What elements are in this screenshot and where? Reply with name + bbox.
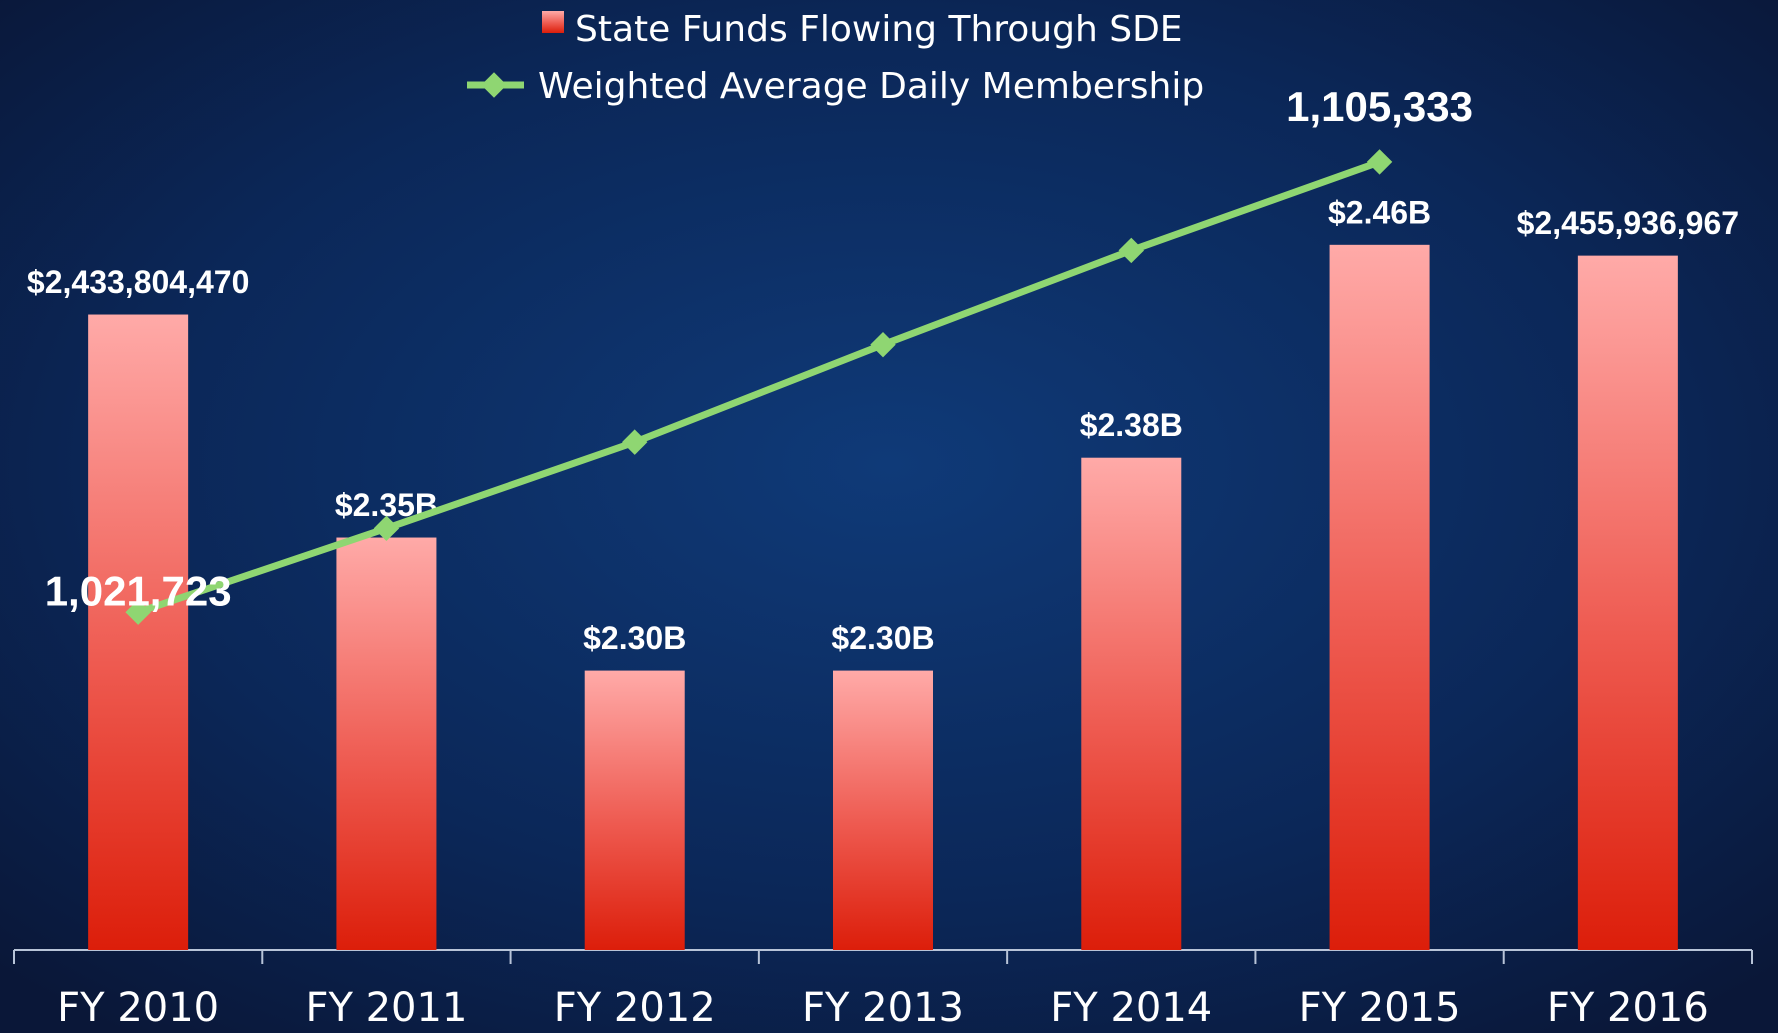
bar-value-label: $2,433,804,470 [27,264,249,300]
line-value-label: 1,105,333 [1286,83,1473,130]
line-marker [125,599,151,625]
legend-marker [481,72,507,98]
x-tick-label: FY 2010 [57,985,219,1031]
x-tick-label: FY 2011 [305,985,467,1031]
legend-label: Weighted Average Daily Membership [538,66,1204,107]
bar-value-label: $2.46B [1328,194,1431,230]
x-tick-label: FY 2014 [1050,985,1212,1031]
legend-label: State Funds Flowing Through SDE [575,9,1183,50]
line-value-label: 1,021,723 [45,567,232,614]
line-marker [870,331,896,358]
legend-swatch [542,11,564,33]
x-tick-label: FY 2012 [554,985,716,1031]
line [137,158,1381,616]
bar [88,314,189,951]
bar [833,670,933,950]
x-tick-label: FY 2016 [1547,985,1709,1031]
x-tick-label: FY 2013 [802,985,964,1031]
bar-value-label: $2,455,936,967 [1517,205,1739,241]
bar [1329,244,1430,950]
bar-value-label: $2.30B [583,620,686,656]
bar-value-label: $2.30B [831,620,934,656]
line-marker [373,515,400,542]
bar [336,537,437,950]
x-tick-label: FY 2015 [1299,985,1461,1031]
bar [584,670,685,950]
line-marker [621,429,648,455]
bar-value-label: $2.38B [1080,407,1183,443]
bar [1081,457,1182,950]
bar [1577,255,1678,951]
